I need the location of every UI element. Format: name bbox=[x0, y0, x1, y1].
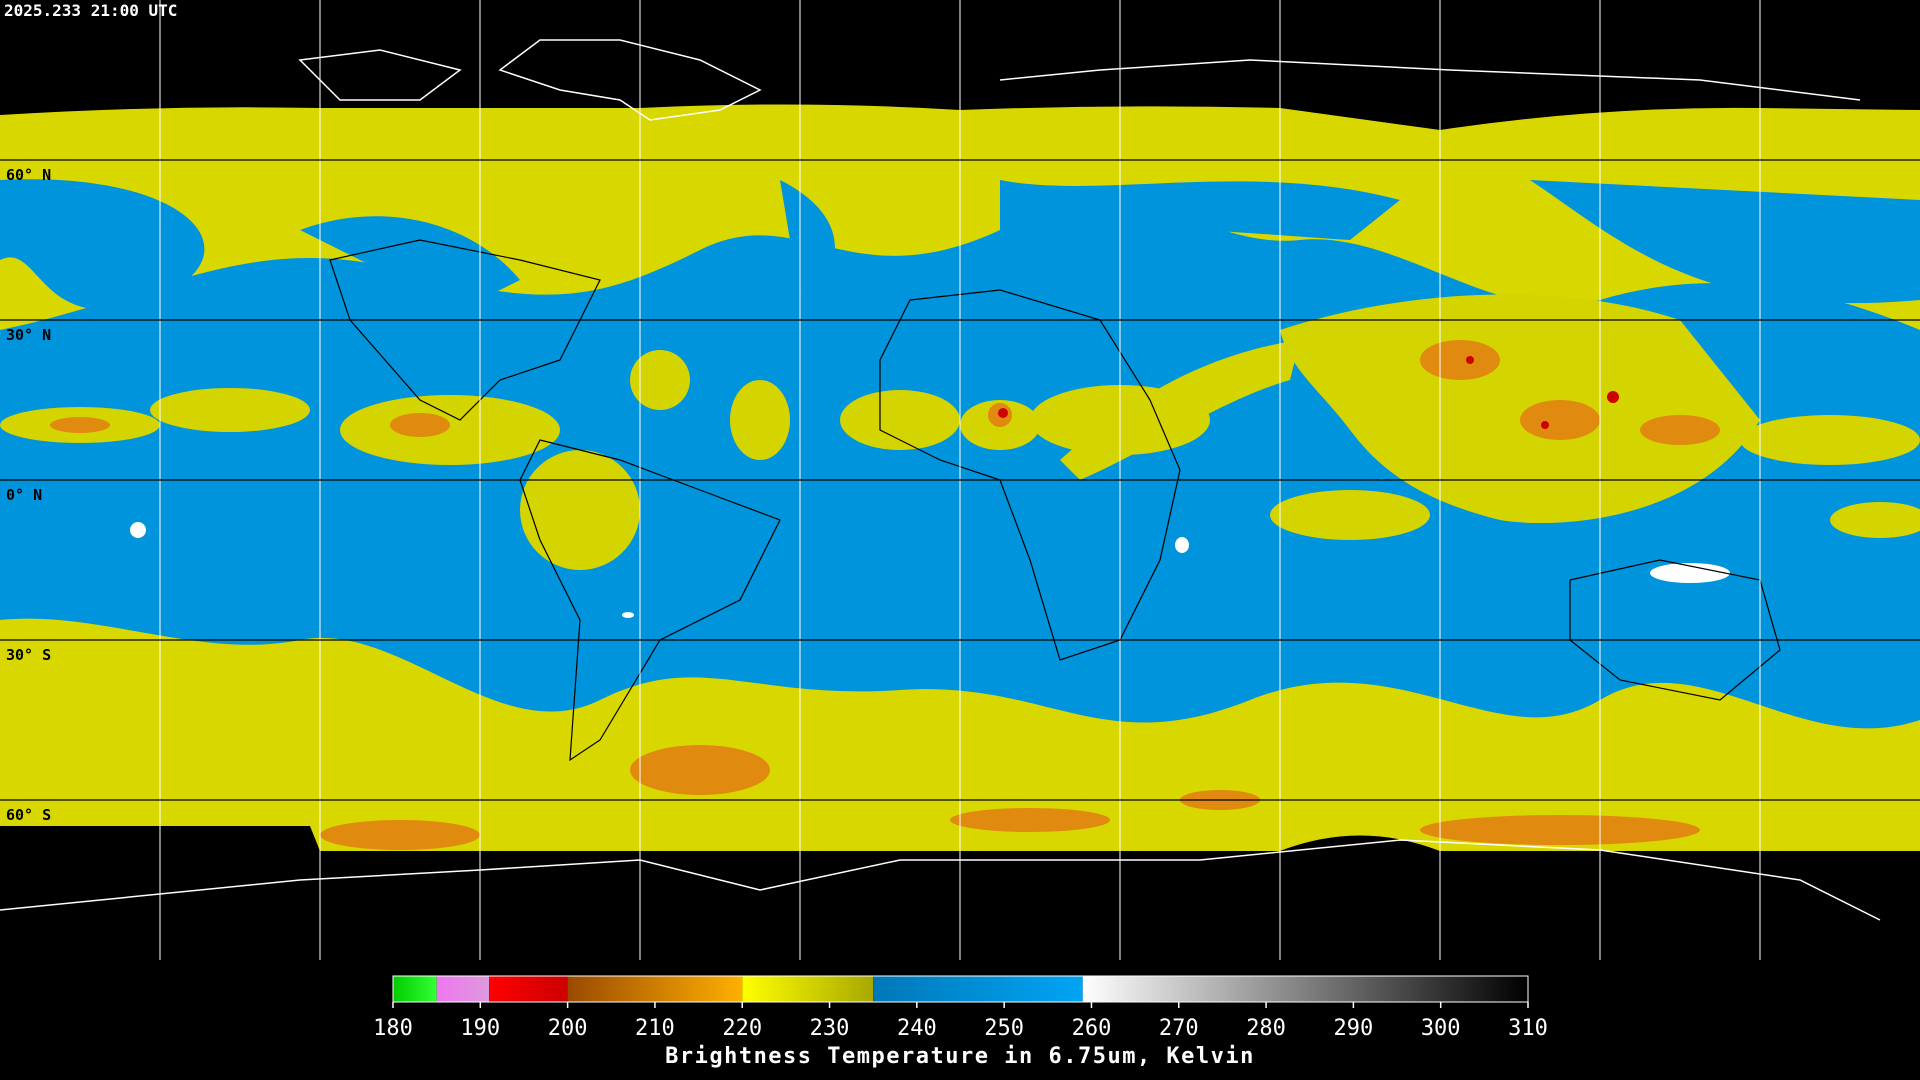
map-title: 2025.233 21:00 UTC bbox=[4, 1, 177, 20]
colorbar-tick-label: 310 bbox=[1508, 1016, 1548, 1041]
deep-convection bbox=[998, 356, 1619, 429]
colorbar: 180 190 200 210 220 230 240 250 260 270 280 290 300 3… bbox=[373, 975, 1548, 1041]
colorbar-frame bbox=[392, 975, 1529, 1003]
colorbar-tick-label: 250 bbox=[984, 1016, 1024, 1041]
colorbar-tick-label: 190 bbox=[460, 1016, 500, 1041]
colorbar-segment bbox=[567, 976, 743, 1002]
colorbar-segment bbox=[873, 976, 1083, 1002]
latitude-label: 30° S bbox=[6, 646, 51, 664]
colorbar-segment bbox=[489, 976, 568, 1002]
cold-clouds bbox=[50, 340, 1720, 850]
colorbar-tick-label: 280 bbox=[1246, 1016, 1286, 1041]
colorbar-segment bbox=[742, 976, 874, 1002]
colorbar-tick-label: 260 bbox=[1072, 1016, 1112, 1041]
colorbar-tick-label: 270 bbox=[1159, 1016, 1199, 1041]
latitude-label: 0° N bbox=[6, 486, 42, 504]
colorbar-tick-label: 200 bbox=[548, 1016, 588, 1041]
colorbar-tick-label: 230 bbox=[810, 1016, 850, 1041]
colorbar-tick-label: 240 bbox=[897, 1016, 937, 1041]
colorbar-segment bbox=[436, 976, 490, 1002]
colorbar-tick-label: 180 bbox=[373, 1016, 413, 1041]
colorbar-tick-label: 210 bbox=[635, 1016, 675, 1041]
colorbar-tick-label: 300 bbox=[1421, 1016, 1461, 1041]
colorbar-segment bbox=[393, 976, 437, 1002]
latitude-labels: 60° N 30° N 0° N 30° S 60° S bbox=[6, 166, 51, 824]
latitude-label: 30° N bbox=[6, 326, 51, 344]
colorbar-tick-label: 290 bbox=[1334, 1016, 1374, 1041]
graticule bbox=[159, 0, 1761, 960]
latitude-label: 60° N bbox=[6, 166, 51, 184]
warm-spots bbox=[130, 522, 1730, 618]
latitude-label: 60° S bbox=[6, 806, 51, 824]
coastlines bbox=[0, 39, 1881, 921]
colorbar-tick-label: 220 bbox=[722, 1016, 762, 1041]
colorbar-segment bbox=[1082, 976, 1528, 1002]
colorbar-label: Brightness Temperature in 6.75um, Kelvin bbox=[665, 1044, 1255, 1069]
